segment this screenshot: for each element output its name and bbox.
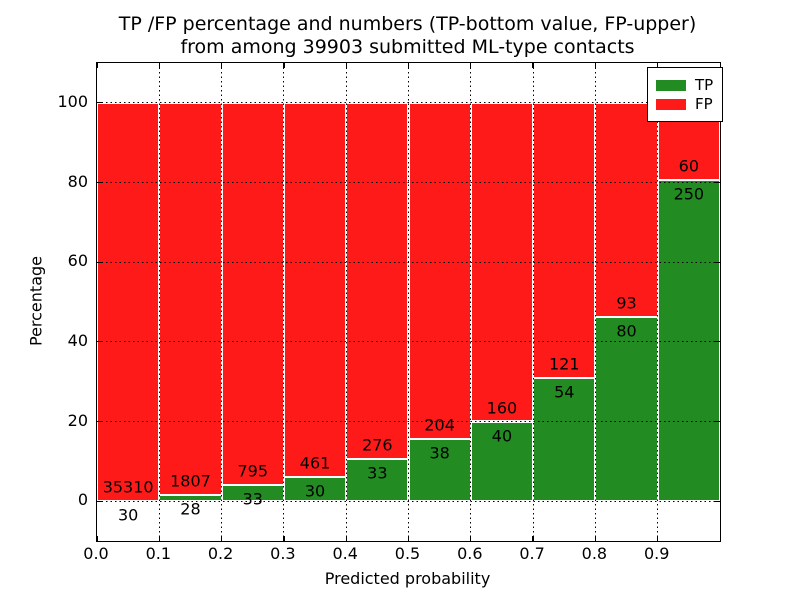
chart-title-line1: TP /FP percentage and numbers (TP-bottom… — [118, 13, 697, 35]
bar-segment-tp — [657, 179, 720, 502]
x-tick-label: 0.3 — [270, 544, 296, 563]
y-tick-mark — [715, 500, 720, 502]
gridline-vertical — [532, 63, 534, 541]
x-tick-label: 0.0 — [83, 544, 109, 563]
bar-segment-fp — [533, 102, 596, 379]
fp-count-label: 204 — [424, 415, 455, 435]
x-tick-mark — [283, 536, 285, 541]
x-tick-mark — [470, 63, 472, 68]
x-tick-label: 0.4 — [332, 544, 358, 563]
legend-label-fp: FP — [695, 95, 713, 113]
x-tick-mark — [220, 536, 223, 541]
bar-segment-fp — [346, 102, 409, 459]
x-tick-mark — [283, 63, 285, 68]
x-tick-mark — [532, 536, 534, 541]
gridline-vertical — [594, 63, 596, 541]
x-tick-mark — [532, 63, 534, 68]
fp-count-label: 93 — [616, 293, 637, 313]
y-tick-label: 40 — [67, 330, 88, 350]
gridline-vertical — [158, 63, 160, 541]
tp-count-label: 30 — [304, 481, 326, 501]
x-tick-mark — [594, 63, 597, 68]
y-tick-mark — [715, 181, 720, 184]
legend: TP FP — [647, 67, 724, 122]
y-tick-mark — [97, 102, 102, 104]
x-tick-mark — [407, 536, 410, 541]
y-tick-label: 80 — [67, 171, 88, 191]
fp-count-label: 60 — [678, 156, 700, 176]
bar-segment-tp — [595, 316, 658, 502]
y-tick-mark — [715, 420, 720, 423]
x-tick-mark — [96, 536, 98, 541]
gridline-vertical — [657, 63, 659, 541]
x-tick-label: 0.2 — [207, 544, 234, 563]
y-tick-mark — [97, 181, 102, 184]
x-tick-mark — [407, 63, 410, 68]
gridline-vertical — [283, 63, 285, 541]
x-tick-mark — [657, 63, 659, 68]
bar-segment-fp — [97, 102, 160, 501]
y-tick-label: 20 — [67, 410, 88, 430]
legend-swatch-fp — [656, 98, 686, 110]
x-tick-label: 0.5 — [394, 544, 421, 563]
bar-segment-fp — [408, 102, 471, 439]
x-tick-mark — [470, 536, 472, 541]
plot-area: 35310 30 1807 28 795 33 461 30 276 33 204 38 160 40 12… — [96, 62, 721, 542]
fp-count-label: 795 — [237, 461, 269, 481]
fp-count-label: 276 — [362, 435, 393, 455]
chart-title: TP /FP percentage and numbers (TP-bottom… — [96, 13, 719, 59]
y-tick-label: 0 — [77, 490, 88, 510]
gridline-vertical — [221, 63, 223, 541]
chart-title-line2: from among 39903 submitted ML-type conta… — [180, 36, 635, 58]
y-tick-mark — [97, 420, 102, 423]
x-tick-mark — [345, 63, 347, 68]
y-tick-label: 100 — [57, 91, 88, 111]
fp-count-label: 121 — [548, 354, 580, 374]
x-tick-mark — [657, 536, 659, 541]
legend-swatch-tp — [656, 79, 686, 91]
tp-count-label: 250 — [673, 184, 705, 204]
tp-count-label: 54 — [554, 382, 575, 402]
fp-count-label: 461 — [299, 453, 331, 473]
tp-count-label: 33 — [367, 463, 388, 483]
gridline-vertical — [345, 63, 347, 541]
y-tick-mark — [97, 341, 102, 343]
x-tick-mark — [158, 63, 160, 68]
gridline-vertical — [470, 63, 472, 541]
x-tick-label: 0.1 — [145, 544, 172, 563]
y-tick-mark — [715, 261, 720, 263]
legend-label-tp: TP — [695, 76, 714, 94]
bar-segment-fp — [159, 102, 222, 496]
y-tick-mark — [97, 500, 102, 502]
tp-count-label: 33 — [242, 489, 263, 509]
x-tick-mark — [96, 63, 98, 68]
x-tick-label: 0.7 — [519, 544, 545, 563]
y-tick-label: 60 — [67, 251, 88, 271]
x-tick-label: 0.8 — [581, 544, 608, 563]
legend-item-tp: TP — [656, 77, 713, 93]
y-tick-mark — [715, 341, 720, 343]
x-tick-mark — [594, 536, 597, 541]
x-tick-mark — [220, 63, 223, 68]
x-axis-label: Predicted probability — [324, 569, 491, 588]
gridline-vertical — [407, 63, 410, 541]
x-tick-mark — [158, 536, 160, 541]
tp-count-label: 30 — [117, 505, 139, 525]
x-tick-label: 0.9 — [643, 544, 670, 563]
fp-count-label: 1807 — [170, 471, 211, 491]
bar-segment-fp — [595, 102, 658, 317]
fp-count-label: 160 — [486, 398, 518, 417]
tp-count-label: 38 — [429, 443, 450, 463]
tp-count-label: 80 — [616, 321, 637, 341]
legend-item-fp: FP — [656, 96, 713, 112]
bar-segment-fp — [221, 102, 284, 486]
bar-segment-fp — [283, 102, 347, 477]
tp-count-label: 40 — [491, 426, 513, 445]
x-tick-mark — [345, 536, 347, 541]
fp-count-label: 35310 — [102, 477, 154, 497]
y-tick-mark — [97, 261, 102, 263]
tp-count-label: 28 — [180, 499, 201, 519]
x-tick-label: 0.6 — [457, 544, 483, 563]
